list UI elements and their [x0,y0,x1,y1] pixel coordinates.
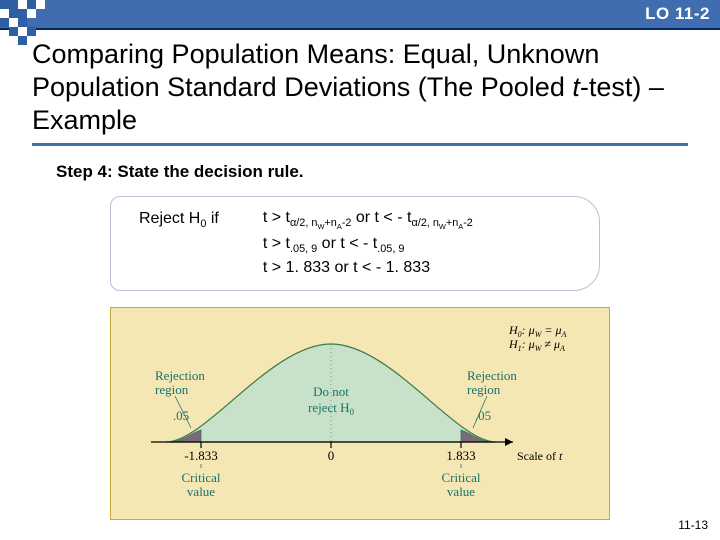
rule-line-2: t > t.05, 9 or t < - t.05, 9 [263,233,585,258]
decision-rule-box: Reject H0 if t > tα/2, nW+nA-2 or t < - … [110,196,600,291]
right-tail [461,430,496,442]
tick-left: -1.833 [184,448,218,463]
tick-mid: 0 [328,448,335,463]
dnr-1: Do not [313,384,349,399]
decision-rule-lines: t > tα/2, nW+nA-2 or t < - tα/2, nW+nA-2… [263,207,585,280]
title-part1: Comparing Population Means: Equal, Unkno… [32,39,599,102]
reject-h0-label: Reject H0 if [139,207,219,280]
reject-right-1: Rejection [467,368,517,383]
header-bar: LO 11-2 [0,0,720,30]
alpha-left: .05 [173,408,189,423]
chart-container: H0: μW = μAH1: μW ≠ μARejectionregion.05… [110,307,610,520]
slide-title-text: Comparing Population Means: Equal, Unkno… [32,38,688,137]
step-label: Step 4: State the decision rule. [56,162,720,182]
crit-right-2: value [447,484,475,499]
chart-frame: H0: μW = μAH1: μW ≠ μARejectionregion.05… [110,307,610,520]
tick-right: 1.833 [446,448,475,463]
rl1a: t > t [263,209,290,226]
crit-left-1: Critical [182,470,221,485]
reject-left-2: region [155,382,189,397]
left-tail [166,430,201,442]
rl1rs1: α/2, n [411,217,438,229]
alpha-right: .05 [475,408,491,423]
rl1rsw: W [439,222,446,231]
slide-title: Comparing Population Means: Equal, Unkno… [0,30,720,141]
rule-line-3: t > 1. 833 or t < - 1. 833 [263,257,585,280]
scale-label: Scale of t [517,449,563,463]
h1-label: H1: μW ≠ μA [508,337,565,353]
rl1s2: +n [324,217,336,229]
reject-right-2: region [467,382,501,397]
header-lo-label: LO 11-2 [645,4,710,24]
title-underline [32,143,688,146]
reject-prefix-tail: if [206,210,218,227]
rl1rs3: -2 [463,217,473,229]
rl2m: or t < - t [317,235,377,252]
page-number: 11-13 [678,518,708,532]
distribution-chart: H0: μW = μAH1: μW ≠ μARejectionregion.05… [121,322,599,502]
rl2a: t > t [263,235,290,252]
rl1m: or t < - t [351,209,411,226]
reject-left-1: Rejection [155,368,205,383]
rl1rs2: +n [446,217,458,229]
rl1s3: -2 [342,217,352,229]
rule-line-1: t > tα/2, nW+nA-2 or t < - tα/2, nW+nA-2 [263,207,585,233]
rl2s1: .05, 9 [290,243,317,255]
dnr-2: reject H0 [308,400,355,417]
crit-left-2: value [187,484,215,499]
crit-right-1: Critical [442,470,481,485]
reject-prefix: Reject H [139,210,200,227]
axis-arrow [505,438,513,446]
rl1s1: α/2, n [290,217,317,229]
rl2rs1: .05, 9 [377,243,404,255]
title-italic-t: t [572,72,580,102]
